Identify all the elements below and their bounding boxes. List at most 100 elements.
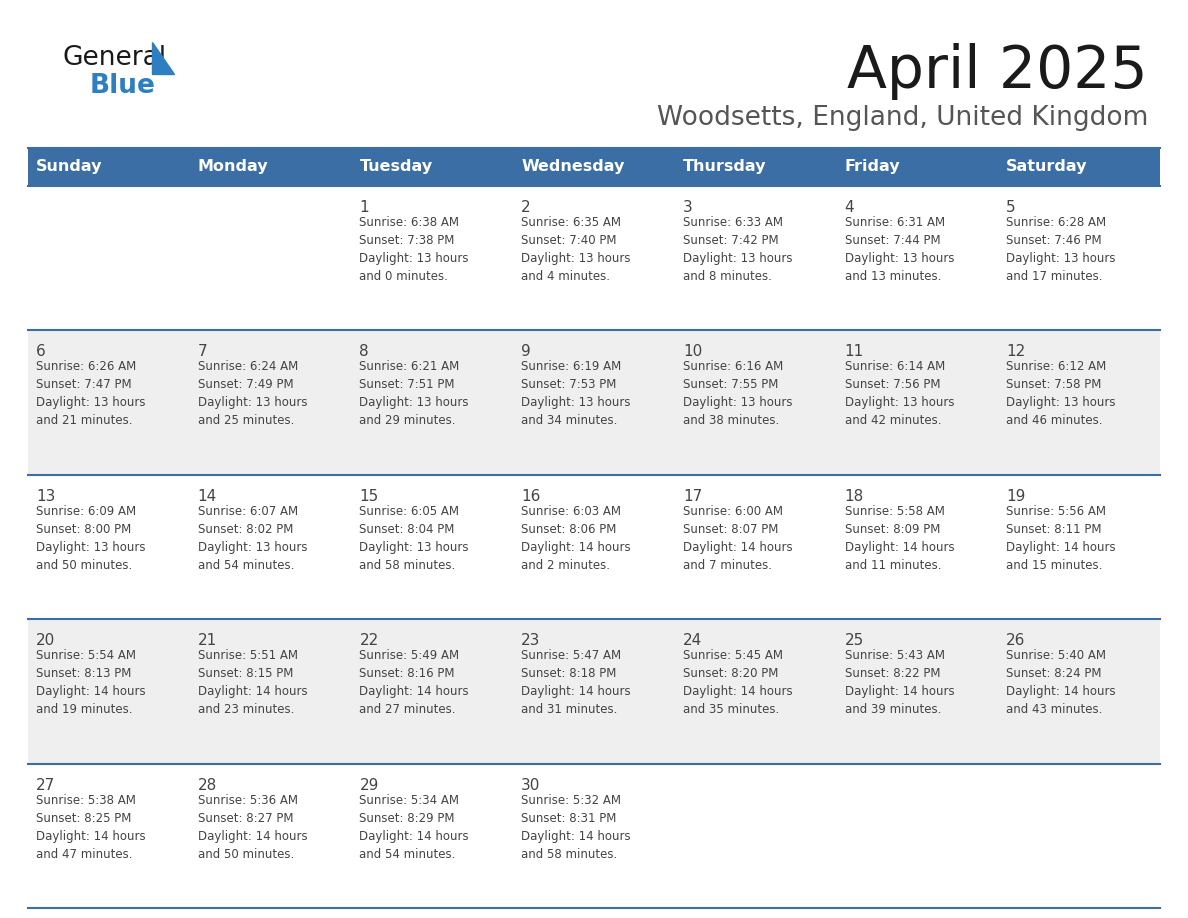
Text: 16: 16: [522, 488, 541, 504]
Text: 7: 7: [197, 344, 208, 360]
Text: Sunrise: 6:28 AM
Sunset: 7:46 PM
Daylight: 13 hours
and 17 minutes.: Sunrise: 6:28 AM Sunset: 7:46 PM Dayligh…: [1006, 216, 1116, 283]
Text: Sunrise: 5:36 AM
Sunset: 8:27 PM
Daylight: 14 hours
and 50 minutes.: Sunrise: 5:36 AM Sunset: 8:27 PM Dayligh…: [197, 793, 308, 860]
Text: Tuesday: Tuesday: [360, 160, 432, 174]
Bar: [190, 764, 352, 908]
Text: 28: 28: [197, 778, 217, 792]
Text: 21: 21: [197, 633, 217, 648]
Text: 14: 14: [197, 488, 217, 504]
Text: Sunrise: 6:21 AM
Sunset: 7:51 PM
Daylight: 13 hours
and 29 minutes.: Sunrise: 6:21 AM Sunset: 7:51 PM Dayligh…: [360, 361, 469, 428]
Text: Sunrise: 6:05 AM
Sunset: 8:04 PM
Daylight: 13 hours
and 58 minutes.: Sunrise: 6:05 AM Sunset: 8:04 PM Dayligh…: [360, 505, 469, 572]
Bar: [675, 186, 836, 330]
Text: Sunrise: 6:19 AM
Sunset: 7:53 PM
Daylight: 13 hours
and 34 minutes.: Sunrise: 6:19 AM Sunset: 7:53 PM Dayligh…: [522, 361, 631, 428]
Text: 24: 24: [683, 633, 702, 648]
Text: 29: 29: [360, 778, 379, 792]
Text: Sunrise: 5:56 AM
Sunset: 8:11 PM
Daylight: 14 hours
and 15 minutes.: Sunrise: 5:56 AM Sunset: 8:11 PM Dayligh…: [1006, 505, 1116, 572]
Text: Sunrise: 6:38 AM
Sunset: 7:38 PM
Daylight: 13 hours
and 0 minutes.: Sunrise: 6:38 AM Sunset: 7:38 PM Dayligh…: [360, 216, 469, 283]
Bar: [29, 475, 190, 620]
Text: 20: 20: [36, 633, 56, 648]
Text: 26: 26: [1006, 633, 1025, 648]
Bar: [29, 186, 190, 330]
Text: Monday: Monday: [197, 160, 268, 174]
Bar: [675, 620, 836, 764]
Bar: [513, 764, 675, 908]
Text: Sunrise: 6:31 AM
Sunset: 7:44 PM
Daylight: 13 hours
and 13 minutes.: Sunrise: 6:31 AM Sunset: 7:44 PM Dayligh…: [845, 216, 954, 283]
Bar: [998, 620, 1159, 764]
Text: 17: 17: [683, 488, 702, 504]
Text: Sunrise: 6:33 AM
Sunset: 7:42 PM
Daylight: 13 hours
and 8 minutes.: Sunrise: 6:33 AM Sunset: 7:42 PM Dayligh…: [683, 216, 792, 283]
Text: 9: 9: [522, 344, 531, 360]
Text: 19: 19: [1006, 488, 1025, 504]
Text: Sunrise: 5:43 AM
Sunset: 8:22 PM
Daylight: 14 hours
and 39 minutes.: Sunrise: 5:43 AM Sunset: 8:22 PM Dayligh…: [845, 649, 954, 716]
Bar: [836, 764, 998, 908]
Bar: [998, 186, 1159, 330]
Text: 18: 18: [845, 488, 864, 504]
Bar: [513, 186, 675, 330]
Text: 30: 30: [522, 778, 541, 792]
Bar: [190, 475, 352, 620]
Bar: [675, 148, 836, 186]
Bar: [513, 330, 675, 475]
Bar: [352, 330, 513, 475]
Text: Sunrise: 6:00 AM
Sunset: 8:07 PM
Daylight: 14 hours
and 7 minutes.: Sunrise: 6:00 AM Sunset: 8:07 PM Dayligh…: [683, 505, 792, 572]
Text: Woodsetts, England, United Kingdom: Woodsetts, England, United Kingdom: [657, 105, 1148, 131]
Text: 13: 13: [36, 488, 56, 504]
Bar: [352, 475, 513, 620]
Text: Sunrise: 5:54 AM
Sunset: 8:13 PM
Daylight: 14 hours
and 19 minutes.: Sunrise: 5:54 AM Sunset: 8:13 PM Dayligh…: [36, 649, 146, 716]
Bar: [190, 330, 352, 475]
Text: 6: 6: [36, 344, 46, 360]
Bar: [513, 620, 675, 764]
Bar: [836, 475, 998, 620]
Text: 4: 4: [845, 200, 854, 215]
Text: 2: 2: [522, 200, 531, 215]
Bar: [352, 620, 513, 764]
Text: Sunrise: 5:51 AM
Sunset: 8:15 PM
Daylight: 14 hours
and 23 minutes.: Sunrise: 5:51 AM Sunset: 8:15 PM Dayligh…: [197, 649, 308, 716]
Text: Sunrise: 6:26 AM
Sunset: 7:47 PM
Daylight: 13 hours
and 21 minutes.: Sunrise: 6:26 AM Sunset: 7:47 PM Dayligh…: [36, 361, 145, 428]
Text: 8: 8: [360, 344, 369, 360]
Bar: [998, 764, 1159, 908]
Text: 11: 11: [845, 344, 864, 360]
Bar: [836, 186, 998, 330]
Text: Sunrise: 6:07 AM
Sunset: 8:02 PM
Daylight: 13 hours
and 54 minutes.: Sunrise: 6:07 AM Sunset: 8:02 PM Dayligh…: [197, 505, 308, 572]
Bar: [190, 186, 352, 330]
Bar: [352, 186, 513, 330]
Bar: [190, 148, 352, 186]
Text: Sunday: Sunday: [36, 160, 102, 174]
Text: Sunrise: 6:35 AM
Sunset: 7:40 PM
Daylight: 13 hours
and 4 minutes.: Sunrise: 6:35 AM Sunset: 7:40 PM Dayligh…: [522, 216, 631, 283]
Bar: [675, 330, 836, 475]
Text: Sunrise: 6:09 AM
Sunset: 8:00 PM
Daylight: 13 hours
and 50 minutes.: Sunrise: 6:09 AM Sunset: 8:00 PM Dayligh…: [36, 505, 145, 572]
Bar: [836, 620, 998, 764]
Polygon shape: [152, 42, 173, 74]
Text: Sunrise: 5:47 AM
Sunset: 8:18 PM
Daylight: 14 hours
and 31 minutes.: Sunrise: 5:47 AM Sunset: 8:18 PM Dayligh…: [522, 649, 631, 716]
Text: Sunrise: 6:16 AM
Sunset: 7:55 PM
Daylight: 13 hours
and 38 minutes.: Sunrise: 6:16 AM Sunset: 7:55 PM Dayligh…: [683, 361, 792, 428]
Text: Sunrise: 6:14 AM
Sunset: 7:56 PM
Daylight: 13 hours
and 42 minutes.: Sunrise: 6:14 AM Sunset: 7:56 PM Dayligh…: [845, 361, 954, 428]
Text: General: General: [62, 45, 166, 71]
Bar: [352, 764, 513, 908]
Text: 12: 12: [1006, 344, 1025, 360]
Bar: [836, 148, 998, 186]
Bar: [29, 148, 190, 186]
Bar: [675, 475, 836, 620]
Text: 10: 10: [683, 344, 702, 360]
Bar: [29, 764, 190, 908]
Text: 25: 25: [845, 633, 864, 648]
Text: Wednesday: Wednesday: [522, 160, 625, 174]
Text: 5: 5: [1006, 200, 1016, 215]
Text: Sunrise: 6:24 AM
Sunset: 7:49 PM
Daylight: 13 hours
and 25 minutes.: Sunrise: 6:24 AM Sunset: 7:49 PM Dayligh…: [197, 361, 308, 428]
Text: 22: 22: [360, 633, 379, 648]
Bar: [513, 475, 675, 620]
Bar: [836, 330, 998, 475]
Bar: [352, 148, 513, 186]
Text: Sunrise: 5:32 AM
Sunset: 8:31 PM
Daylight: 14 hours
and 58 minutes.: Sunrise: 5:32 AM Sunset: 8:31 PM Dayligh…: [522, 793, 631, 860]
Text: 27: 27: [36, 778, 56, 792]
Bar: [513, 148, 675, 186]
Text: Sunrise: 5:40 AM
Sunset: 8:24 PM
Daylight: 14 hours
and 43 minutes.: Sunrise: 5:40 AM Sunset: 8:24 PM Dayligh…: [1006, 649, 1116, 716]
Bar: [998, 475, 1159, 620]
Text: Friday: Friday: [845, 160, 901, 174]
Bar: [998, 330, 1159, 475]
Text: Sunrise: 5:49 AM
Sunset: 8:16 PM
Daylight: 14 hours
and 27 minutes.: Sunrise: 5:49 AM Sunset: 8:16 PM Dayligh…: [360, 649, 469, 716]
Text: 15: 15: [360, 488, 379, 504]
Text: Sunrise: 6:12 AM
Sunset: 7:58 PM
Daylight: 13 hours
and 46 minutes.: Sunrise: 6:12 AM Sunset: 7:58 PM Dayligh…: [1006, 361, 1116, 428]
Bar: [998, 148, 1159, 186]
Bar: [190, 620, 352, 764]
Text: Sunrise: 5:58 AM
Sunset: 8:09 PM
Daylight: 14 hours
and 11 minutes.: Sunrise: 5:58 AM Sunset: 8:09 PM Dayligh…: [845, 505, 954, 572]
